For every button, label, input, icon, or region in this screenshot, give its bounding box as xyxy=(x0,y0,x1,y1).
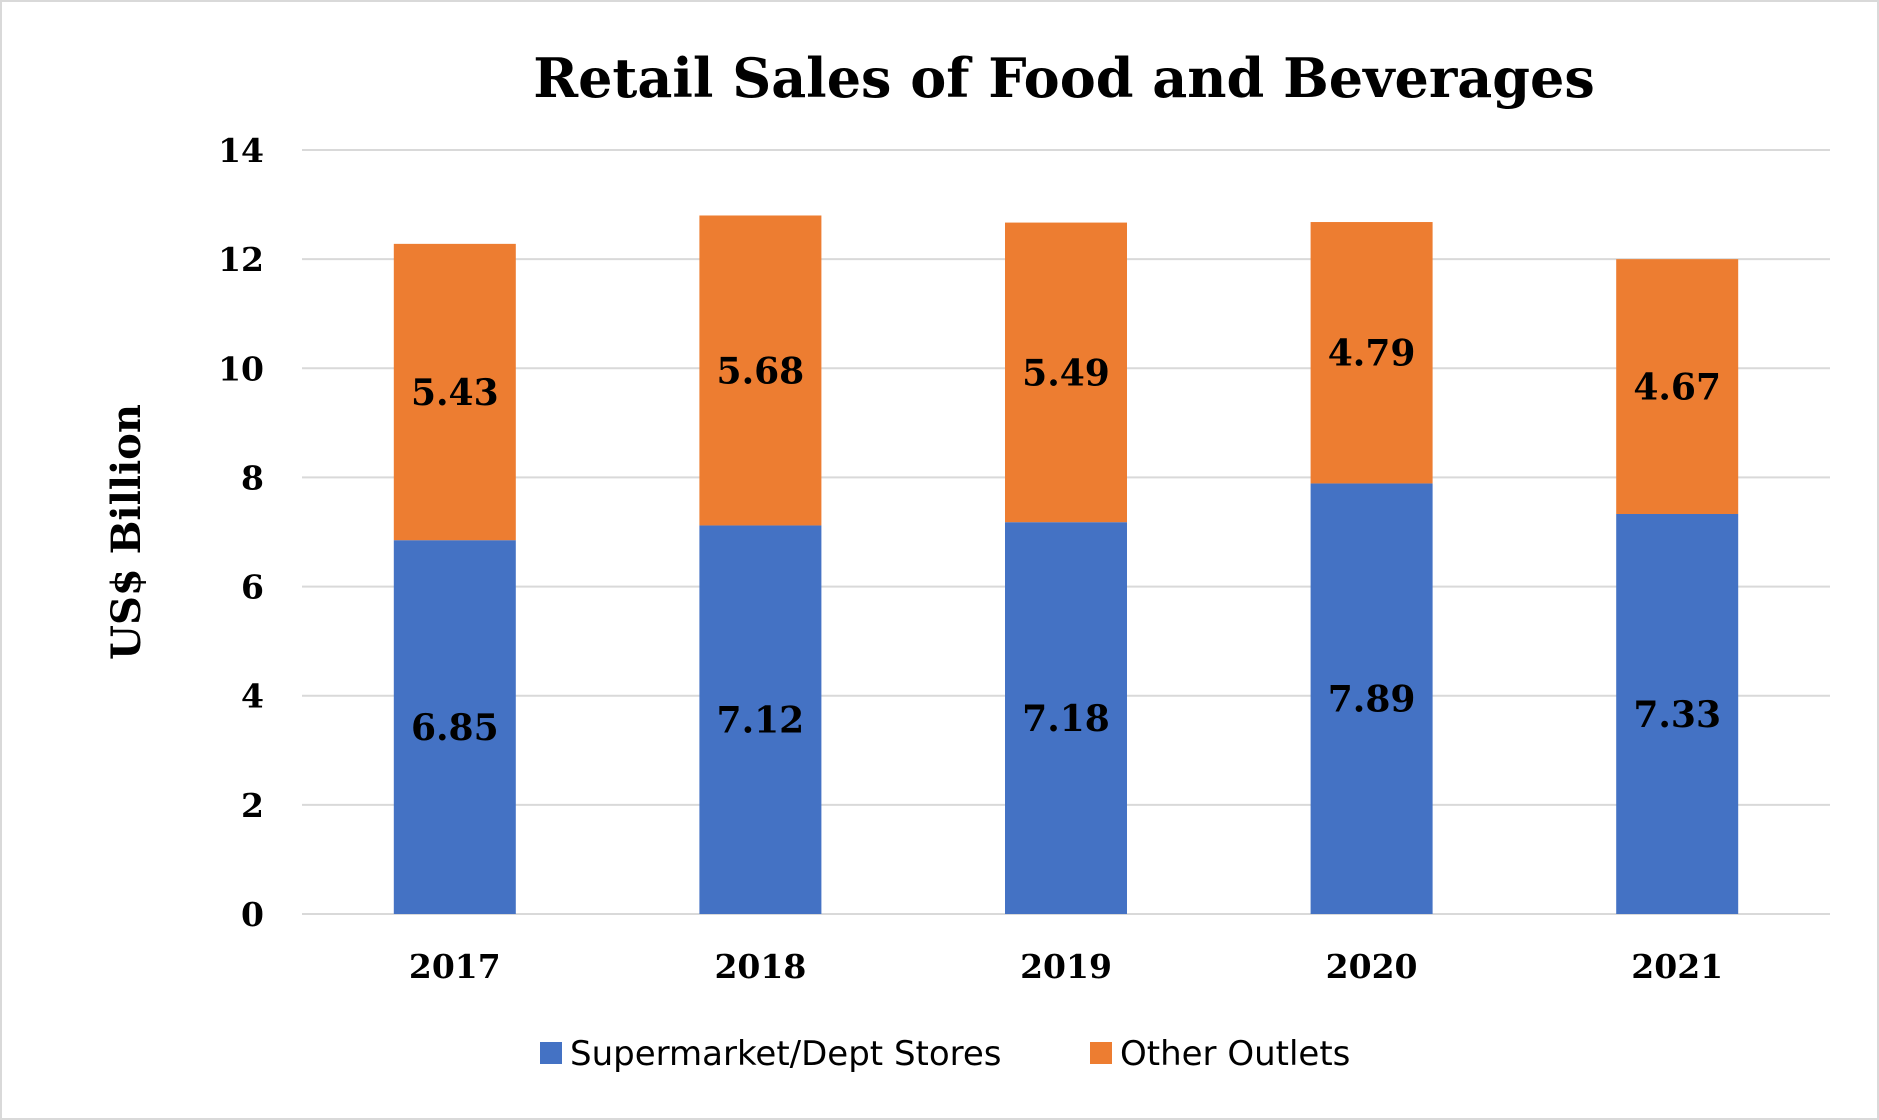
y-tick-label: 6 xyxy=(241,568,264,607)
legend: Supermarket/Dept Stores Other Outlets xyxy=(540,1034,1350,1074)
data-label-supermarket-2019: 7.18 xyxy=(1022,698,1110,740)
data-label-other-outlets-2020: 4.79 xyxy=(1328,333,1416,375)
y-tick-label: 0 xyxy=(241,895,264,934)
y-axis-label: US$ Billion xyxy=(103,404,150,660)
bars xyxy=(393,215,1739,914)
y-tick-label: 10 xyxy=(218,349,264,388)
legend-swatch-supermarket xyxy=(540,1042,562,1064)
data-label-supermarket-2021: 7.33 xyxy=(1633,694,1721,736)
x-tick-label-2020: 2020 xyxy=(1326,947,1418,986)
data-label-supermarket-2018: 7.12 xyxy=(717,700,805,742)
data-label-supermarket-2017: 6.85 xyxy=(411,707,499,749)
bar-supermarket-2017 xyxy=(393,540,516,914)
y-tick-label: 8 xyxy=(241,458,264,497)
data-label-other-outlets-2021: 4.67 xyxy=(1633,367,1721,409)
y-tick-label: 4 xyxy=(241,677,264,716)
legend-swatch-other-outlets xyxy=(1090,1042,1112,1064)
bar-other-outlets-2021 xyxy=(1616,259,1739,514)
x-tick-label-2021: 2021 xyxy=(1631,947,1723,986)
chart-title: Retail Sales of Food and Beverages xyxy=(533,46,1595,110)
bar-other-outlets-2017 xyxy=(393,243,516,541)
data-labels: 6.85 5.43 7.12 5.68 7.18 5.49 7.89 4.79 7.33 4.67 xyxy=(411,333,1721,749)
bar-other-outlets-2019 xyxy=(1005,222,1127,523)
legend-label-other-outlets: Other Outlets xyxy=(1120,1034,1350,1074)
bar-supermarket-2019 xyxy=(1005,522,1127,914)
bar-other-outlets-2018 xyxy=(699,215,822,526)
data-label-other-outlets-2019: 5.49 xyxy=(1022,352,1110,394)
data-label-supermarket-2020: 7.89 xyxy=(1328,679,1416,721)
data-label-other-outlets-2018: 5.68 xyxy=(717,350,805,392)
x-tick-label-2019: 2019 xyxy=(1020,947,1112,986)
bar-supermarket-2020 xyxy=(1310,483,1433,914)
bar-supermarket-2021 xyxy=(1616,513,1739,914)
y-tick-label: 14 xyxy=(218,131,264,170)
legend-label-supermarket: Supermarket/Dept Stores xyxy=(570,1034,1002,1074)
bar-other-outlets-2020 xyxy=(1310,222,1433,484)
x-tick-label-2017: 2017 xyxy=(409,947,501,986)
y-tick-label: 12 xyxy=(218,240,264,279)
data-label-other-outlets-2017: 5.43 xyxy=(411,372,499,414)
x-tick-label-2018: 2018 xyxy=(714,947,806,986)
y-tick-label: 2 xyxy=(241,786,264,825)
bar-supermarket-2018 xyxy=(699,525,822,914)
x-axis-ticks: 2017 2018 2019 2020 2021 xyxy=(409,947,1723,986)
y-axis-ticks: 0 2 4 6 8 10 12 14 xyxy=(218,131,264,934)
